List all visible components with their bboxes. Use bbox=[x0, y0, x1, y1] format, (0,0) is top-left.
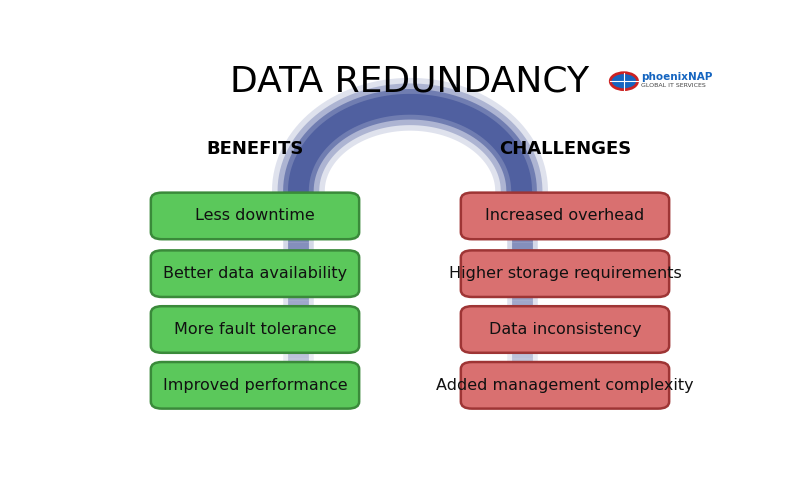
Text: BENEFITS: BENEFITS bbox=[206, 140, 304, 158]
FancyBboxPatch shape bbox=[151, 362, 359, 408]
FancyBboxPatch shape bbox=[151, 250, 359, 297]
Text: Added management complexity: Added management complexity bbox=[436, 378, 694, 393]
FancyBboxPatch shape bbox=[151, 306, 359, 353]
Text: GLOBAL IT SERVICES: GLOBAL IT SERVICES bbox=[641, 82, 706, 87]
Text: Less downtime: Less downtime bbox=[195, 208, 315, 224]
Text: CHALLENGES: CHALLENGES bbox=[499, 140, 631, 158]
Text: Higher storage requirements: Higher storage requirements bbox=[449, 266, 682, 281]
Text: Increased overhead: Increased overhead bbox=[486, 208, 645, 224]
Text: Data inconsistency: Data inconsistency bbox=[489, 322, 642, 337]
Circle shape bbox=[610, 72, 638, 90]
FancyBboxPatch shape bbox=[461, 306, 669, 353]
Text: Improved performance: Improved performance bbox=[162, 378, 347, 393]
FancyBboxPatch shape bbox=[461, 192, 669, 239]
Text: More fault tolerance: More fault tolerance bbox=[174, 322, 336, 337]
FancyBboxPatch shape bbox=[461, 362, 669, 408]
Text: DATA REDUNDANCY: DATA REDUNDANCY bbox=[230, 64, 590, 98]
FancyBboxPatch shape bbox=[151, 192, 359, 239]
Text: phoenixNAP: phoenixNAP bbox=[641, 72, 712, 83]
FancyBboxPatch shape bbox=[461, 250, 669, 297]
Text: Better data availability: Better data availability bbox=[163, 266, 347, 281]
